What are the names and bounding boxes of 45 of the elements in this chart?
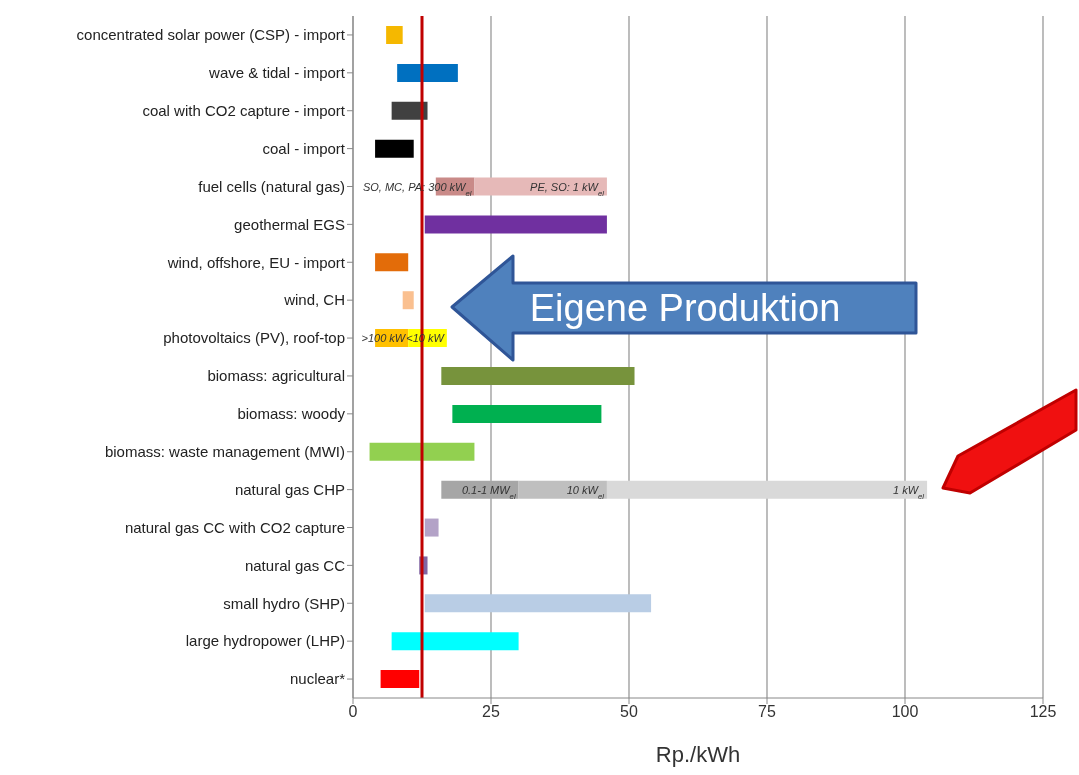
y-tick-label: natural gas CHP — [234, 480, 345, 498]
y-tick-label: concentrated solar power (CSP) - import — [76, 26, 346, 44]
bar — [424, 594, 652, 613]
bar — [391, 101, 428, 120]
annotation: Eigene Produktion — [529, 287, 841, 329]
bar — [380, 670, 420, 689]
x-axis-title: Rp./kWh — [655, 742, 741, 767]
y-tick-label: photovoltaics (PV), roof-top — [163, 329, 345, 347]
bar — [424, 215, 607, 234]
annotation: 0.1-1 MW$_{el}$ — [461, 483, 516, 501]
x-tick-label: 75 — [758, 703, 776, 721]
annotation: PE, SO: 1 kW$_{el}$ — [530, 180, 605, 197]
y-tick-label: coal with CO2 capture - import — [142, 102, 346, 120]
y-tick-label: natural gas CC with CO2 capture — [124, 518, 345, 536]
y-tick-label: wind, CH — [283, 291, 345, 309]
y-tick-label: nuclear* — [289, 670, 346, 688]
bar — [606, 480, 928, 499]
y-tick-label: geothermal EGS — [234, 215, 345, 233]
bar — [375, 253, 409, 272]
bar — [397, 63, 458, 82]
bar — [386, 26, 403, 44]
bar — [369, 442, 475, 461]
bar — [452, 404, 602, 423]
y-tick-label: natural gas CC — [244, 556, 346, 574]
bar — [375, 139, 414, 158]
bar — [391, 632, 519, 651]
annotation: 1 kW$_{el}$ — [893, 483, 925, 501]
y-tick-label: fuel cells (natural gas) — [198, 177, 345, 195]
y-tick-label: wind, offshore, EU - import — [166, 253, 346, 271]
y-tick-label: small hydro (SHP) — [223, 594, 345, 612]
bar — [402, 291, 414, 310]
bar — [441, 367, 635, 385]
x-tick-label: 50 — [620, 703, 638, 721]
y-tick-label: biomass: agricultural — [207, 367, 345, 385]
x-tick-label: 25 — [482, 703, 500, 721]
x-tick-label: 125 — [1029, 703, 1057, 721]
y-tick-label: coal - import — [262, 139, 346, 157]
bar — [424, 518, 439, 537]
y-tick-label: wave & tidal - import — [208, 64, 346, 82]
y-tick-label: large hydropower (LHP) — [185, 632, 345, 650]
y-tick-label: biomass: waste management (MWI) — [104, 443, 345, 461]
annotation: 10 kW$_{el}$ — [566, 483, 605, 501]
x-tick-label: 100 — [891, 703, 919, 721]
y-tick-label: biomass: woody — [237, 405, 346, 423]
x-tick-label: 0 — [348, 703, 358, 721]
